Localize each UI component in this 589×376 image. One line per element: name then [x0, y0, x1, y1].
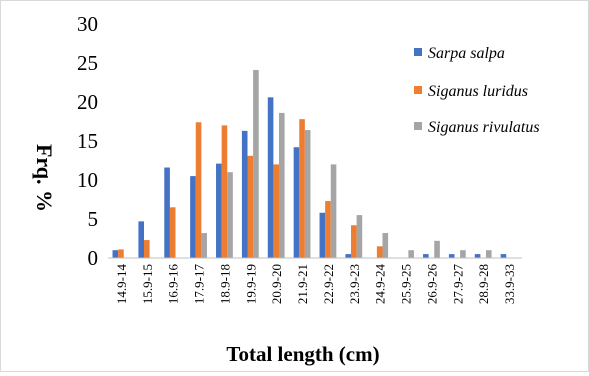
bar — [500, 254, 507, 258]
legend-swatch — [414, 86, 422, 94]
bar — [247, 155, 254, 258]
bars — [112, 70, 507, 259]
legend-label: Sarpa salpa — [428, 45, 505, 62]
bar — [195, 122, 202, 258]
x-tick-label: 22.9-22 — [321, 264, 336, 304]
x-tick-label: 19.9-19 — [243, 264, 258, 304]
bar — [434, 240, 440, 258]
bar — [273, 164, 279, 258]
x-tick-label: 24.9-24 — [373, 264, 388, 305]
legend-label: Siganus rivulatus — [428, 119, 540, 136]
bar — [304, 130, 311, 258]
x-axis-ticks: 14.9-14 15.9-15 16.9-16 17.9-17 18.9-18 19.9-… — [114, 264, 517, 305]
y-tick-label: 15 — [77, 129, 98, 153]
bar — [319, 212, 326, 258]
bar — [253, 70, 259, 259]
y-tick-label: 0 — [88, 246, 99, 270]
bar — [485, 250, 492, 258]
bar — [190, 176, 196, 258]
bar — [423, 254, 429, 258]
bar — [216, 163, 222, 258]
x-tick-label: 21.9-21 — [295, 264, 310, 304]
bar — [408, 250, 414, 258]
bar — [293, 147, 300, 258]
legend-swatch — [414, 122, 422, 130]
bar — [164, 167, 170, 258]
x-tick-label: 26.9-26 — [424, 264, 439, 305]
bar — [460, 250, 466, 258]
y-tick-label: 25 — [77, 51, 98, 75]
bar — [241, 130, 248, 258]
bar — [169, 207, 176, 258]
y-axis-ticks: 0 5 10 15 20 25 30 — [77, 12, 98, 270]
bar — [299, 119, 305, 258]
y-axis-label: Frq. % — [32, 144, 57, 212]
bar — [267, 97, 274, 258]
x-tick-label: 28.9-28 — [476, 264, 491, 304]
x-tick-label: 20.9-20 — [269, 264, 284, 304]
y-tick-label: 30 — [77, 12, 98, 36]
bar — [138, 221, 145, 258]
legend-swatch — [414, 48, 422, 56]
bar — [112, 250, 119, 258]
x-tick-label: 18.9-18 — [217, 264, 232, 304]
bar — [448, 254, 455, 258]
bar — [330, 164, 337, 258]
x-tick-label: 17.9-17 — [192, 264, 207, 305]
x-tick-label: 27.9-27 — [450, 264, 465, 305]
bar — [351, 225, 357, 258]
y-tick-label: 10 — [77, 168, 98, 192]
x-axis-label: Total length (cm) — [226, 342, 379, 366]
y-tick-label: 20 — [77, 90, 98, 114]
bar — [474, 254, 481, 258]
bar — [278, 112, 285, 258]
bar — [382, 233, 389, 258]
x-tick-label: 16.9-16 — [166, 264, 181, 305]
bar — [144, 240, 150, 258]
bar — [356, 215, 363, 258]
bar — [345, 254, 352, 258]
y-tick-label: 5 — [88, 207, 99, 231]
legend-label: Siganus luridus — [428, 83, 528, 100]
bar — [118, 249, 124, 258]
bar — [201, 233, 207, 258]
bar — [325, 201, 331, 258]
bar — [227, 172, 233, 258]
legend: Sarpa salpa Siganus luridus Siganus rivula… — [414, 45, 540, 136]
x-tick-label: 33.9-33 — [502, 264, 517, 304]
bar — [221, 125, 228, 259]
bar — [376, 246, 383, 258]
x-tick-label: 25.9-25 — [399, 264, 414, 304]
x-tick-label: 14.9-14 — [114, 264, 129, 305]
x-tick-label: 15.9-15 — [140, 264, 155, 304]
x-tick-label: 23.9-23 — [347, 264, 362, 304]
